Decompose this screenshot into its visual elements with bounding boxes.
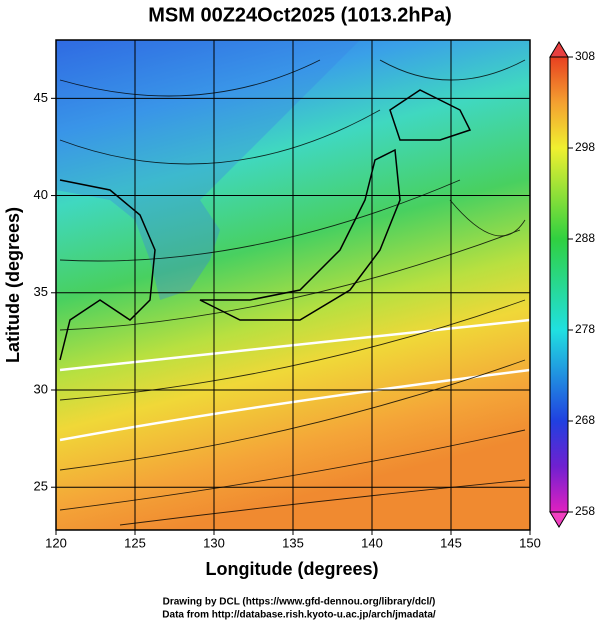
y-tick-label: 30 bbox=[34, 381, 48, 396]
colorbar-tick-label: 268 bbox=[575, 413, 595, 427]
chart-title: MSM 00Z24Oct2025 (1013.2hPa) bbox=[148, 4, 452, 26]
colorbar-tick-label: 298 bbox=[575, 140, 595, 154]
x-tick-label: 140 bbox=[361, 535, 383, 550]
colorbar-arrow bbox=[549, 41, 569, 58]
footer-text: Data from http://database.rish.kyoto-u.a… bbox=[162, 610, 436, 621]
x-tick-label: 120 bbox=[45, 535, 67, 550]
colorbar-tick-label: 278 bbox=[575, 322, 595, 336]
x-tick-label: 125 bbox=[124, 535, 146, 550]
x-axis-label: Longitude (degrees) bbox=[205, 559, 378, 579]
y-axis-label: Latitude (degrees) bbox=[3, 207, 23, 363]
x-tick-label: 130 bbox=[203, 535, 225, 550]
colorbar bbox=[549, 56, 569, 513]
y-tick-label: 25 bbox=[34, 479, 48, 494]
y-tick-label: 45 bbox=[34, 90, 48, 105]
x-tick-label: 150 bbox=[519, 535, 541, 550]
x-tick-label: 135 bbox=[282, 535, 304, 550]
colorbar-tick-label: 288 bbox=[575, 231, 595, 245]
colorbar-tick-label: 258 bbox=[575, 504, 595, 518]
colorbar-tick-label: 308 bbox=[575, 49, 595, 63]
x-tick-label: 145 bbox=[440, 535, 462, 550]
footer-text: Drawing by DCL (https://www.gfd-dennou.o… bbox=[163, 597, 436, 608]
y-tick-label: 35 bbox=[34, 284, 48, 299]
y-tick-label: 40 bbox=[34, 187, 48, 202]
colorbar-arrow bbox=[549, 511, 569, 528]
